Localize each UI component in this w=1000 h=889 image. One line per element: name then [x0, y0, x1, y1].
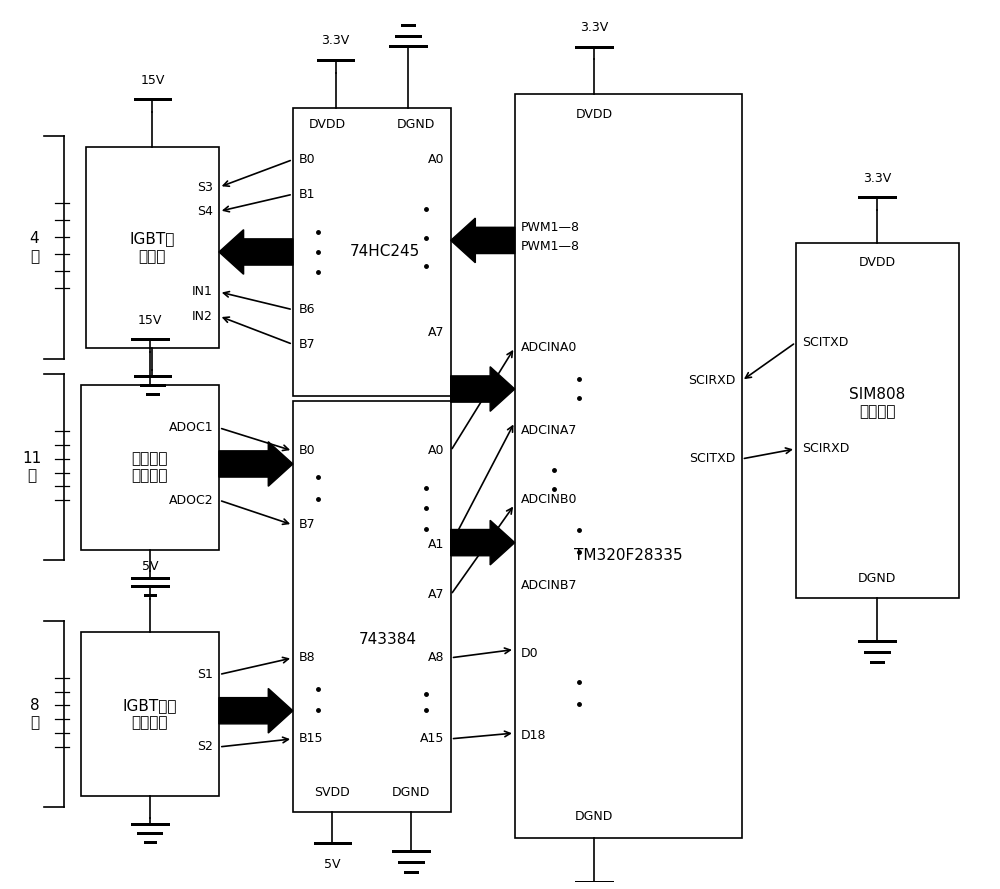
Text: B0: B0 [299, 153, 315, 166]
Text: B0: B0 [299, 444, 315, 458]
Text: A8: A8 [428, 652, 445, 664]
Text: ADCINB0: ADCINB0 [521, 493, 577, 507]
Text: IGBT驱
动单元: IGBT驱 动单元 [130, 231, 175, 264]
Text: 11
个: 11 个 [22, 451, 41, 484]
Text: ADCINA7: ADCINA7 [521, 424, 577, 437]
Text: 4
个: 4 个 [30, 231, 39, 264]
Text: ADOC2: ADOC2 [168, 493, 213, 507]
Text: ADCINA0: ADCINA0 [521, 340, 577, 354]
Text: S1: S1 [197, 668, 213, 681]
Bar [293, 401, 451, 812]
Text: A7: A7 [428, 326, 445, 340]
FancyArrow shape [219, 688, 293, 733]
Text: B15: B15 [299, 733, 323, 745]
Text: 故障电流
检测单元: 故障电流 检测单元 [132, 451, 168, 484]
Text: A0: A0 [428, 444, 445, 458]
Text: A0: A0 [428, 153, 445, 166]
FancyArrow shape [451, 218, 515, 263]
Text: DGND: DGND [392, 786, 430, 799]
Text: D18: D18 [521, 729, 546, 742]
Text: SCIRXD: SCIRXD [802, 443, 849, 455]
Bar [515, 94, 742, 838]
Text: IN2: IN2 [192, 309, 213, 323]
Text: 3.3V: 3.3V [580, 21, 608, 35]
FancyArrow shape [451, 520, 515, 565]
Text: B7: B7 [299, 518, 315, 532]
Text: DVDD: DVDD [859, 256, 896, 269]
Text: PWM1—8: PWM1—8 [521, 220, 580, 234]
Text: IGBT过热
检测单元: IGBT过热 检测单元 [123, 698, 177, 730]
Text: TM320F28335: TM320F28335 [574, 549, 683, 563]
Bar [81, 632, 219, 797]
Text: IN1: IN1 [192, 285, 213, 299]
Text: SVDD: SVDD [314, 786, 350, 799]
Text: A15: A15 [420, 733, 445, 745]
Text: DVDD: DVDD [309, 118, 346, 131]
Text: PWM1—8: PWM1—8 [521, 240, 580, 253]
Text: B1: B1 [299, 188, 315, 201]
Text: SIM808
通讯单元: SIM808 通讯单元 [849, 387, 905, 419]
Text: 15V: 15V [138, 314, 162, 326]
Text: 5V: 5V [142, 560, 158, 573]
Text: S2: S2 [197, 741, 213, 754]
Text: SCIRXD: SCIRXD [688, 374, 736, 388]
Text: 15V: 15V [140, 74, 165, 87]
Text: B6: B6 [299, 303, 315, 316]
Text: DGND: DGND [397, 118, 435, 131]
Bar [796, 244, 959, 597]
Text: B8: B8 [299, 652, 315, 664]
Text: ADOC1: ADOC1 [168, 421, 213, 434]
Text: DGND: DGND [858, 572, 896, 585]
Text: S4: S4 [197, 204, 213, 218]
Bar [293, 108, 451, 396]
Text: SCITXD: SCITXD [689, 453, 736, 466]
Text: SCITXD: SCITXD [802, 336, 848, 349]
Text: A1: A1 [428, 538, 445, 551]
FancyArrow shape [219, 442, 293, 486]
Text: B7: B7 [299, 338, 315, 351]
Text: S3: S3 [197, 180, 213, 194]
Text: 3.3V: 3.3V [321, 35, 350, 47]
Bar [86, 147, 219, 348]
Text: D0: D0 [521, 647, 538, 661]
Text: 8
个: 8 个 [30, 698, 39, 730]
Text: 5V: 5V [324, 859, 341, 871]
Bar [81, 385, 219, 549]
FancyArrow shape [219, 229, 293, 275]
Text: DVDD: DVDD [576, 108, 613, 121]
Text: 743384: 743384 [359, 632, 417, 647]
Text: A7: A7 [428, 589, 445, 601]
Text: 74HC245: 74HC245 [349, 244, 420, 260]
Text: 3.3V: 3.3V [863, 172, 891, 185]
Text: ADCINB7: ADCINB7 [521, 579, 577, 592]
Text: DGND: DGND [575, 810, 613, 822]
FancyArrow shape [451, 366, 515, 412]
